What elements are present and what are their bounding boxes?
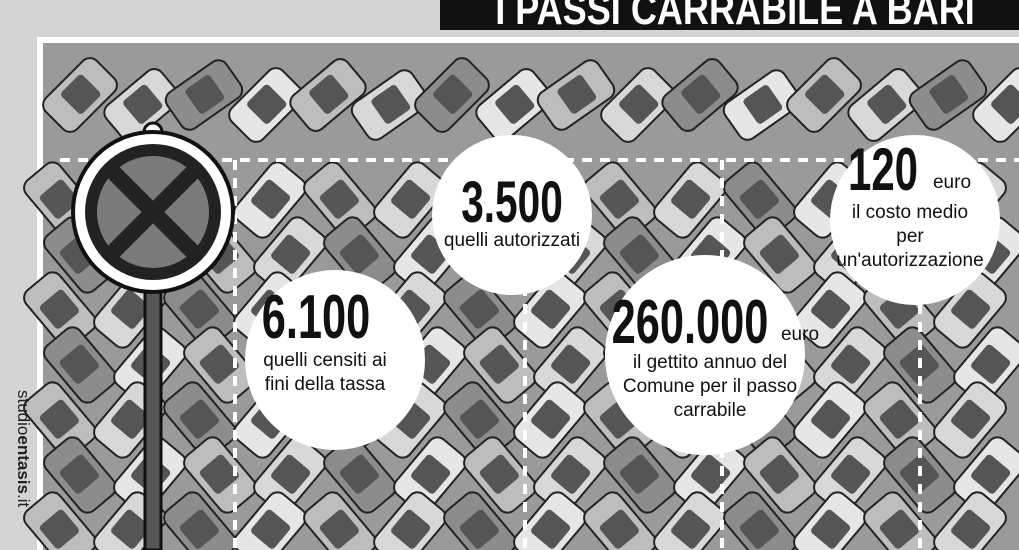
credit-brand: entasis xyxy=(14,435,33,494)
stat-caption: fini della tassa xyxy=(265,374,386,395)
title: I PASSI CARRABILE A BARI xyxy=(495,0,975,34)
stat-caption: quelli censiti ai xyxy=(263,350,387,371)
infographic: I PASSI CARRABILE A BARI 3.500 quelli au… xyxy=(0,0,1019,550)
stat-number: 3.500 xyxy=(461,170,563,235)
stat-caption: il costo medio xyxy=(852,202,968,223)
stat-caption: quelli autorizzati xyxy=(444,230,580,251)
stat-caption: un'autorizzazione xyxy=(836,250,983,271)
stat-caption: per xyxy=(896,226,924,247)
sign-pole xyxy=(145,280,161,550)
stat-caption: il gettito annuo del xyxy=(633,352,787,373)
stat-caption: carrabile xyxy=(674,400,747,421)
stat-unit: euro xyxy=(933,172,971,193)
page: I PASSI CARRABILE A BARI 3.500 quelli au… xyxy=(0,0,1019,550)
stat-number: 260.000 xyxy=(612,289,769,357)
stat-number: 120 xyxy=(848,136,918,203)
stat-unit: euro xyxy=(781,324,819,345)
credit-prefix: studio xyxy=(14,390,33,435)
stat-caption: Comune per il passo xyxy=(623,376,797,397)
stat-number: 6.100 xyxy=(262,284,371,352)
credit-suffix: .it xyxy=(14,494,33,508)
credit: studioentasis.it xyxy=(14,390,33,507)
